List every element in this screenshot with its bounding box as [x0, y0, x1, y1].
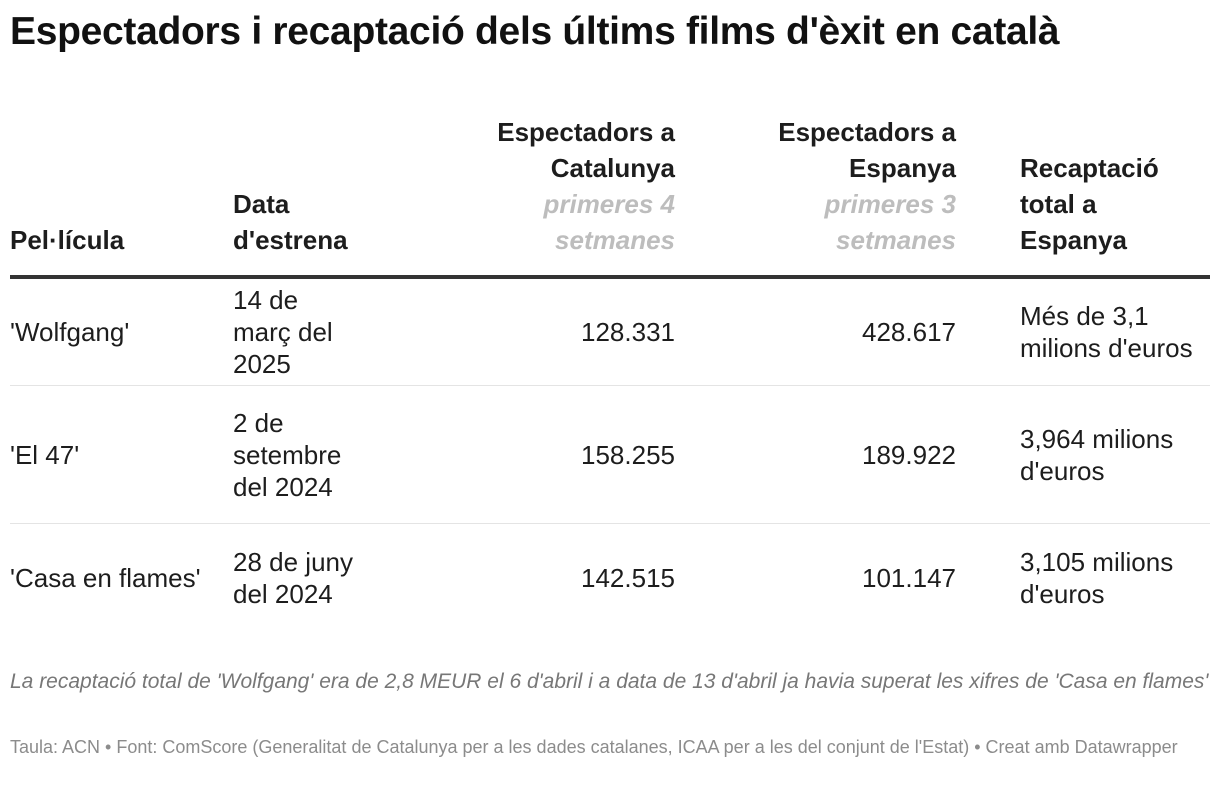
cell-text: 3,105 milions d'euros: [1020, 547, 1174, 609]
data-table: Pel·lícula Data d'estrena Espectadors a …: [10, 114, 1210, 632]
table-notes: La recaptació total de 'Wolfgang' era de…: [10, 670, 1209, 693]
cell-spectators-espanya: 428.617: [675, 277, 956, 386]
cell-text: 'Casa en flames': [10, 563, 201, 593]
cell-text: Més de 3,1 milions d'euros: [1020, 301, 1193, 363]
cell-spectators-espanya: 101.147: [675, 524, 956, 633]
column-header-recaptacio: Recaptació total a Espanya: [956, 114, 1210, 279]
cell-text: 101.147: [862, 563, 956, 593]
column-header-pellicula: Pel·lícula: [10, 114, 233, 279]
cell-text: 'Wolfgang': [10, 317, 130, 347]
cell-box-office: 3,105 milions d'euros: [956, 524, 1210, 633]
cell-text: 3,964 milions d'euros: [1020, 423, 1174, 486]
column-header-label: Espectadors a Catalunya: [497, 117, 675, 183]
source-footer: Taula: ACN • Font: ComScore (Generalitat…: [10, 737, 1178, 757]
column-header-sublabel: primeres 4 setmanes: [543, 189, 675, 255]
table-body: 'Wolfgang' 14 de març del 2025 128.331 4…: [10, 277, 1210, 632]
cell-spectators-espanya: 189.922: [675, 385, 956, 524]
cell-text: 28 de juny del 2024: [233, 547, 353, 609]
column-header-label: Espectadors a Espanya: [778, 117, 956, 183]
table-row: 'Casa en flames' 28 de juny del 2024 142…: [10, 524, 1210, 633]
table-row: 'Wolfgang' 14 de març del 2025 128.331 4…: [10, 277, 1210, 386]
column-header-data-estrena: Data d'estrena: [233, 114, 383, 279]
column-header-label: Pel·lícula: [10, 225, 125, 255]
table-row: 'El 47' 2 de setembre del 2024 158.255 1…: [10, 385, 1210, 524]
table-header: Pel·lícula Data d'estrena Espectadors a …: [10, 114, 1210, 279]
cell-text: 14 de març del 2025: [233, 285, 333, 379]
cell-film: 'El 47': [10, 385, 233, 524]
header-row: Pel·lícula Data d'estrena Espectadors a …: [10, 114, 1210, 279]
cell-spectators-catalunya: 142.515: [383, 524, 675, 633]
cell-spectators-catalunya: 128.331: [383, 277, 675, 386]
cell-film: 'Casa en flames': [10, 524, 233, 633]
cell-box-office: 3,964 milions d'euros: [956, 385, 1210, 524]
cell-film: 'Wolfgang': [10, 277, 233, 386]
cell-text: 158.255: [581, 439, 675, 470]
cell-box-office: Més de 3,1 milions d'euros: [956, 277, 1210, 386]
cell-release-date: 28 de juny del 2024: [233, 524, 383, 633]
cell-release-date: 14 de març del 2025: [233, 277, 383, 386]
cell-spectators-catalunya: 158.255: [383, 385, 675, 524]
column-header-label: Recaptació total a Espanya: [1020, 153, 1159, 255]
cell-text: 189.922: [862, 439, 956, 470]
column-header-sublabel: primeres 3 setmanes: [824, 189, 956, 255]
column-header-espectadors-catalunya: Espectadors a Catalunya primeres 4 setma…: [383, 114, 675, 279]
cell-text: 428.617: [862, 317, 956, 347]
cell-text: 128.331: [581, 317, 675, 347]
cell-text: 'El 47': [10, 439, 80, 470]
chart-title: Espectadors i recaptació dels últims fil…: [10, 10, 1060, 53]
cell-release-date: 2 de setembre del 2024: [233, 385, 383, 524]
cell-text: 2 de setembre del 2024: [233, 407, 342, 502]
cell-text: 142.515: [581, 563, 675, 593]
column-header-espectadors-espanya: Espectadors a Espanya primeres 3 setmane…: [675, 114, 956, 279]
column-header-label: Data d'estrena: [233, 189, 348, 255]
